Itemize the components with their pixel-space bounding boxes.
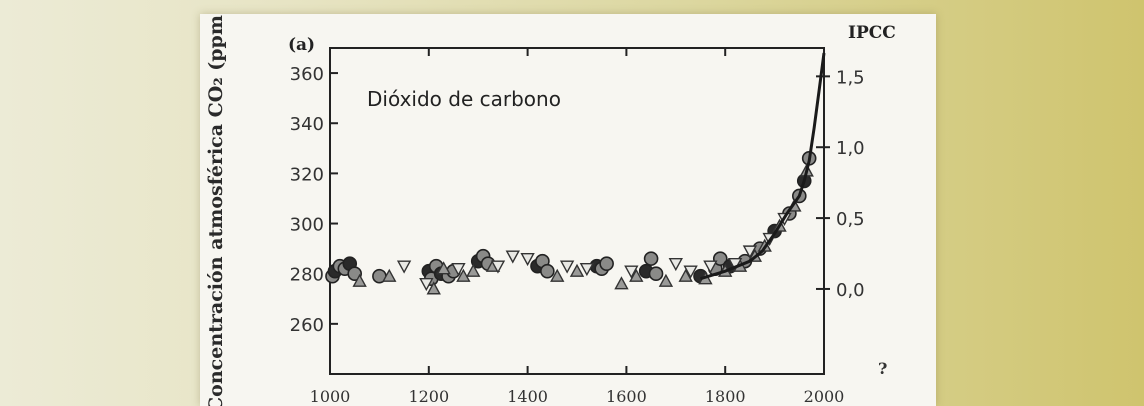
chart-panel: Concentración atmosférica CO₂ (ppm) 1000… (200, 14, 936, 406)
data-point-triangle-5 (466, 263, 481, 277)
y-tick-label-5: 360 (290, 64, 324, 85)
y-tick-label-0: 260 (290, 315, 324, 336)
data-point-triangle-3 (436, 261, 451, 275)
plot-frame (329, 47, 825, 375)
y-axis-label: Concentración atmosférica CO₂ (ppm) (205, 14, 227, 406)
data-point-triangle-0 (352, 273, 367, 287)
x-tick-label-0: 1000 (310, 387, 351, 406)
data-point-circle-18 (540, 263, 555, 279)
y-tick-label-3: 320 (290, 164, 324, 185)
x-tick-label-3: 1600 (606, 387, 647, 406)
data-point-circle-23 (643, 251, 659, 266)
x-tick-label-5: 2000 (804, 387, 845, 406)
data-point-triangle-down-12 (727, 257, 743, 272)
data-point-triangle-down-10 (683, 265, 698, 279)
data-point-triangle-4 (456, 268, 471, 282)
data-point-triangle-down-8 (624, 265, 639, 279)
y2-tick-label-2: 1,0 (836, 138, 865, 159)
x-tick-label-1: 1200 (408, 387, 449, 406)
data-point-triangle-2 (426, 281, 441, 295)
panel-label: (a) (288, 35, 315, 55)
y2-tick-label-1: 0,5 (836, 209, 865, 230)
data-point-circle-27 (712, 251, 728, 266)
data-point-triangle-down-1 (419, 278, 434, 292)
data-point-triangle-down-13 (742, 245, 758, 259)
data-point-triangle-down-3 (490, 260, 506, 274)
data-point-triangle-down-5 (520, 252, 535, 267)
y-tick-label-4: 340 (290, 114, 324, 135)
series-annotation: Dióxido de carbono (367, 87, 561, 111)
data-point-triangle-1 (382, 268, 397, 282)
data-point-triangle-down-9 (668, 257, 683, 272)
data-point-triangle-down-0 (396, 260, 412, 274)
corner-mark: ? (878, 359, 887, 378)
data-point-triangle-down-2 (451, 262, 466, 277)
source-label: IPCC (848, 23, 896, 43)
x-tick-label-2: 1400 (507, 387, 548, 406)
trend-line (700, 52, 826, 281)
y-tick-label-2: 300 (290, 215, 324, 236)
axis-ticks: 1000 1200 1400 1600 1800 2000 260 280 300 320 340 3… (290, 48, 865, 406)
data-point-triangle-down-4 (505, 250, 520, 264)
data-point-triangle-down-6 (559, 260, 575, 274)
data-point-triangle-11 (658, 273, 674, 287)
data-point-triangle-8 (569, 263, 585, 277)
data-point-triangle-7 (550, 268, 565, 282)
data-points (325, 151, 817, 295)
data-point-circle-21 (599, 256, 614, 271)
data-point-triangle-10 (629, 268, 644, 282)
data-point-triangle-down-7 (579, 262, 595, 277)
data-point-triangle-9 (614, 276, 629, 290)
data-point-triangle-12 (678, 268, 693, 282)
y2-tick-label-0: 0,0 (836, 280, 865, 301)
co2-chart: Concentración atmosférica CO₂ (ppm) 1000… (205, 14, 896, 406)
y2-tick-label-3: 1,5 (836, 67, 865, 88)
x-tick-label-4: 1800 (705, 387, 746, 406)
data-point-triangle-down-11 (703, 260, 718, 274)
y-tick-label-1: 280 (290, 265, 324, 286)
data-point-circle-24 (648, 266, 664, 281)
